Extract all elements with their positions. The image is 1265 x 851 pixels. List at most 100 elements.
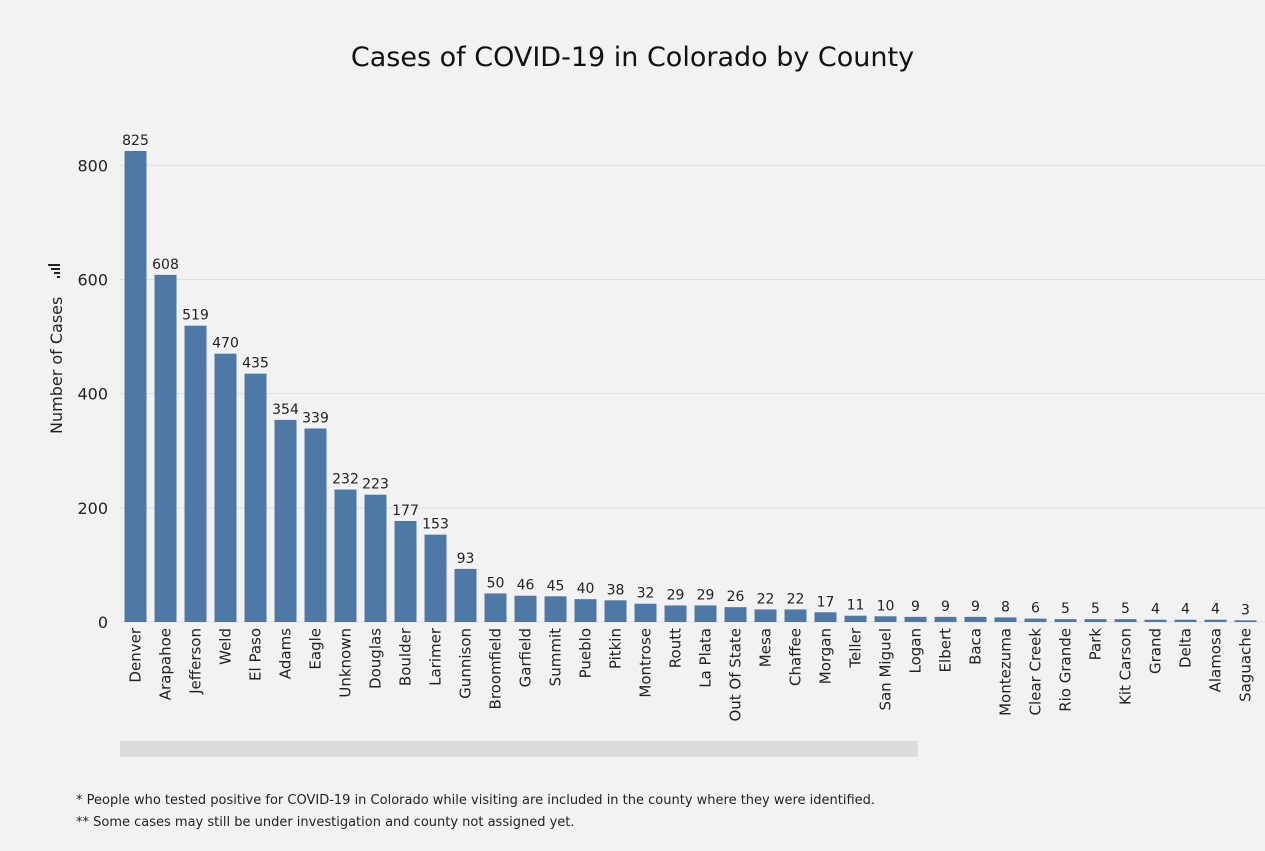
x-tick-label: Baca — [967, 628, 985, 665]
bar[interactable] — [1024, 618, 1047, 622]
bars — [124, 151, 1257, 622]
bar[interactable] — [274, 419, 297, 622]
y-tick-label: 800 — [77, 156, 108, 175]
bar-value-label: 519 — [182, 308, 209, 324]
bar-value-label: 232 — [332, 472, 359, 488]
bar-value-label: 40 — [577, 581, 595, 597]
bar-value-label: 29 — [667, 587, 685, 603]
bar-value-label: 5 — [1091, 601, 1100, 617]
x-tick-label: Morgan — [817, 628, 835, 684]
bar-value-label: 8 — [1001, 599, 1010, 615]
chart-title: Cases of COVID-19 in Colorado by County — [350, 42, 915, 73]
x-tick-label: Saguache — [1237, 628, 1255, 702]
x-tick-label: Pueblo — [577, 628, 595, 678]
bar[interactable] — [1114, 619, 1137, 622]
bar[interactable] — [904, 616, 927, 622]
bar[interactable] — [1054, 619, 1077, 622]
bar[interactable] — [394, 520, 417, 622]
x-tick-label: La Plata — [697, 628, 715, 688]
x-tick-label: Pitkin — [607, 628, 625, 669]
y-axis-title: Number of Cases — [47, 297, 66, 434]
bar-value-label: 153 — [422, 517, 449, 533]
x-tick-label: Teller — [847, 627, 865, 668]
x-tick-label: Park — [1087, 628, 1105, 661]
x-tick-label: Out Of State — [727, 628, 745, 722]
y-axis-ticks: 0 200 400 600 800 — [77, 156, 108, 632]
x-tick-label: San Miguel — [877, 628, 895, 711]
x-tick-label: Kit Carson — [1117, 628, 1135, 705]
bar[interactable] — [304, 428, 327, 622]
x-tick-label: Eagle — [307, 628, 325, 670]
x-tick-label: Montezuma — [997, 628, 1015, 716]
bar-value-label: 11 — [847, 598, 865, 614]
bar-value-label: 93 — [457, 551, 475, 567]
bar-value-label: 9 — [971, 599, 980, 615]
x-tick-label: Gunnison — [457, 628, 475, 699]
x-tick-label: Unknown — [337, 628, 355, 698]
bar[interactable] — [634, 603, 657, 622]
bar[interactable] — [964, 616, 987, 622]
x-tick-label: Larimer — [427, 627, 445, 686]
bar-value-label: 825 — [122, 133, 149, 149]
bar[interactable] — [574, 599, 597, 622]
bar[interactable] — [184, 325, 207, 622]
bar[interactable] — [874, 616, 897, 622]
bar[interactable] — [454, 568, 477, 622]
x-tick-label: Weld — [217, 628, 235, 665]
bar-value-label: 223 — [362, 477, 389, 493]
bar[interactable] — [664, 605, 687, 622]
footnote-visitors: * People who tested positive for COVID-1… — [76, 793, 876, 808]
x-tick-label: Summit — [547, 628, 565, 686]
x-axis-tick-labels: Denver Arapahoe Jefferson Weld El Paso Adams E… — [127, 627, 1255, 721]
bar[interactable] — [1234, 620, 1257, 622]
bar[interactable] — [334, 489, 357, 622]
x-tick-label: Delta — [1177, 628, 1195, 668]
bar[interactable] — [214, 353, 237, 622]
x-tick-label: Adams — [277, 628, 295, 679]
x-tick-label: Broomfield — [487, 628, 505, 709]
y-axis-title-group: Number of Cases — [47, 264, 66, 434]
bar-value-label: 22 — [757, 591, 775, 607]
bar-value-label: 3 — [1241, 602, 1250, 618]
bar[interactable] — [544, 596, 567, 622]
x-tick-label: Douglas — [367, 628, 385, 689]
bar[interactable] — [1144, 619, 1167, 622]
sort-icon[interactable] — [48, 264, 60, 278]
bar-value-label: 29 — [697, 587, 715, 603]
bar[interactable] — [784, 609, 807, 622]
bar[interactable] — [154, 274, 177, 622]
bar[interactable] — [364, 494, 387, 622]
horizontal-scrollbar[interactable] — [120, 741, 918, 757]
bar-value-label: 45 — [547, 578, 565, 594]
bar-value-label: 4 — [1151, 602, 1160, 618]
x-tick-label: Logan — [907, 628, 925, 674]
bar-value-label: 4 — [1181, 602, 1190, 618]
y-tick-label: 400 — [77, 385, 108, 404]
bar[interactable] — [604, 600, 627, 622]
bar-value-label: 5 — [1061, 601, 1070, 617]
bar[interactable] — [424, 534, 447, 622]
y-tick-label: 600 — [77, 270, 108, 289]
bar[interactable] — [724, 607, 747, 622]
y-tick-label: 200 — [77, 499, 108, 518]
x-tick-label: El Paso — [247, 628, 265, 681]
x-tick-label: Chaffee — [787, 628, 805, 686]
bar[interactable] — [1174, 619, 1197, 622]
bar-value-label: 177 — [392, 503, 419, 519]
bar[interactable] — [1204, 619, 1227, 622]
bar[interactable] — [484, 593, 507, 622]
bar-value-label: 46 — [517, 578, 535, 594]
bar[interactable] — [244, 373, 267, 622]
bar[interactable] — [844, 615, 867, 622]
bar-value-label: 9 — [941, 599, 950, 615]
bar[interactable] — [754, 609, 777, 622]
x-tick-label: Boulder — [397, 627, 415, 686]
bar[interactable] — [814, 612, 837, 622]
bar[interactable] — [1084, 619, 1107, 622]
bar[interactable] — [694, 605, 717, 622]
bar[interactable] — [934, 616, 957, 622]
bar[interactable] — [994, 617, 1017, 622]
bar[interactable] — [124, 151, 147, 622]
bar[interactable] — [514, 595, 537, 622]
